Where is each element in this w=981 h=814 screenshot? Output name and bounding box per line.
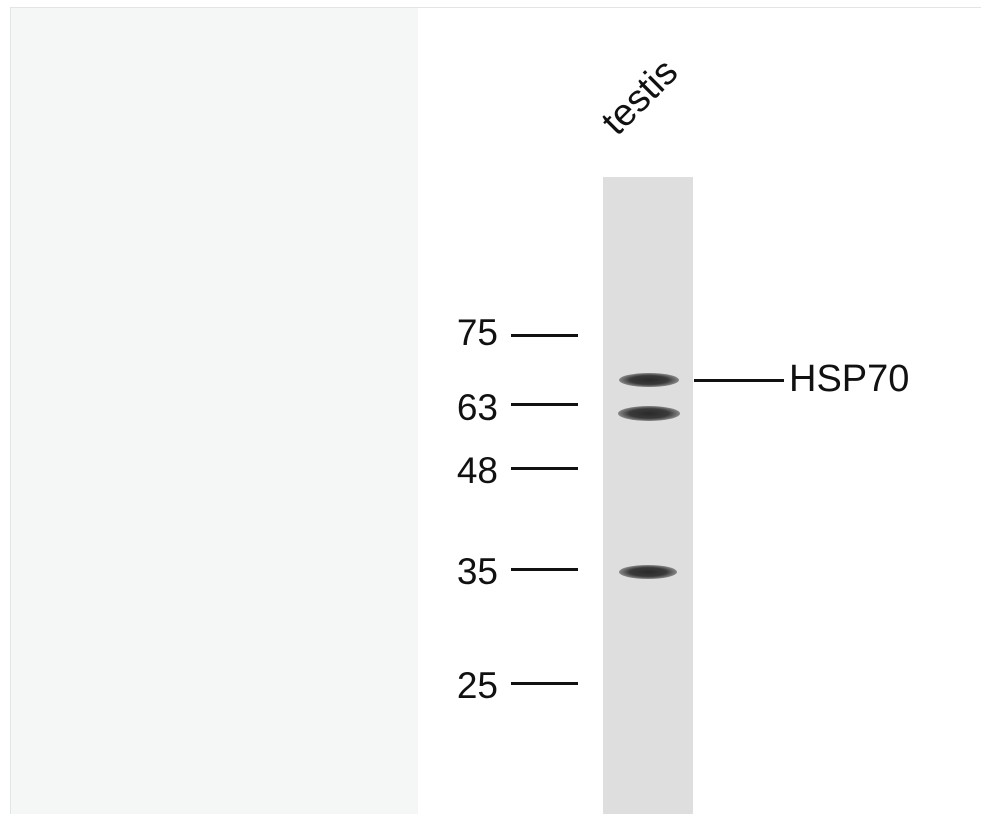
marker-label-63: 63 [456, 387, 498, 428]
marker-label-35: 35 [456, 551, 498, 592]
band-35kda [619, 565, 677, 579]
marker-label-25: 25 [456, 665, 498, 706]
marker-tick-25 [511, 682, 578, 685]
marker-tick-48 [511, 467, 578, 470]
blot-lane [603, 177, 693, 814]
blank-left-panel [11, 8, 418, 814]
band-hsp70 [619, 373, 679, 387]
band-60kda [618, 406, 680, 421]
marker-label-48: 48 [456, 450, 498, 491]
marker-label-75: 75 [456, 312, 498, 353]
target-protein-label: HSP70 [789, 358, 910, 400]
marker-tick-75 [511, 334, 578, 337]
marker-tick-35 [511, 568, 578, 571]
marker-tick-63 [511, 403, 578, 406]
target-pointer-line [694, 379, 784, 382]
western-blot-area [418, 15, 981, 814]
